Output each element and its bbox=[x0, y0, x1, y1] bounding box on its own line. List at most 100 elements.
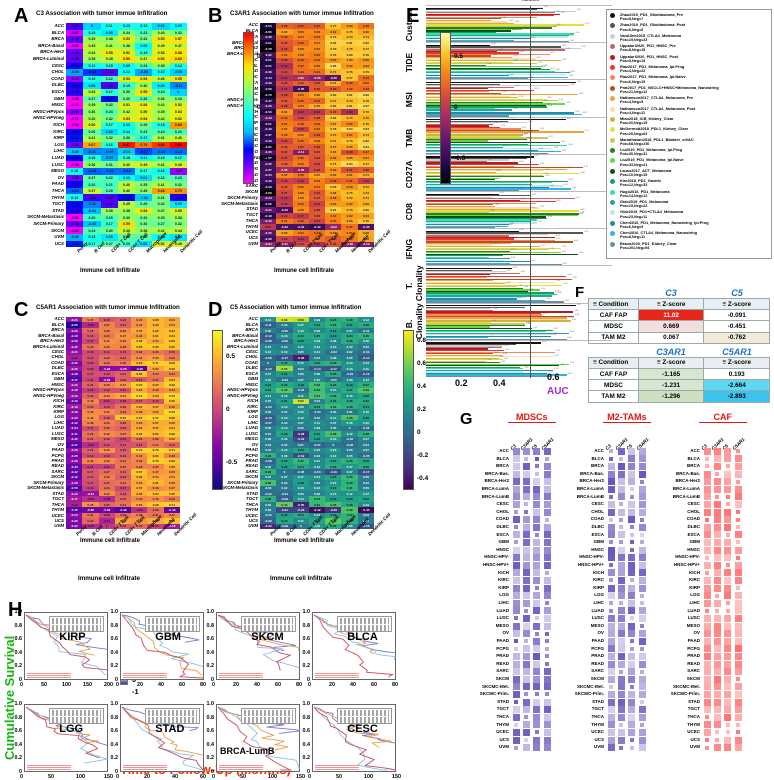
forest-bar-value: 0.67 bbox=[577, 80, 582, 83]
heatmap-cell: 0.79 bbox=[357, 51, 375, 58]
forest-bar bbox=[426, 372, 548, 375]
heatmap-cell: 0.17 bbox=[135, 135, 153, 142]
heatmap-cell: -0.11 bbox=[98, 518, 115, 524]
g-heatmap-cell bbox=[617, 728, 625, 736]
forest-bar-value: 0.63 bbox=[567, 274, 572, 277]
heatmap-cell: -0.61 bbox=[260, 40, 277, 46]
g-heatmap-cell bbox=[533, 592, 541, 600]
heatmap-cell: 0.24 bbox=[308, 404, 326, 410]
g-heatmap-cell bbox=[617, 485, 625, 493]
g-cell-swatch bbox=[629, 487, 634, 492]
heatmap-cell: 0.10 bbox=[276, 393, 293, 399]
km-plot-box bbox=[120, 704, 204, 772]
heatmap-cell: 0.52 bbox=[357, 80, 375, 87]
heatmap-cell: 0.33 bbox=[341, 474, 358, 481]
km-xtick: 40 bbox=[172, 774, 178, 780]
heatmap-cell: 0.52 bbox=[117, 49, 136, 56]
heatmap-cell: 0.60 bbox=[131, 474, 148, 481]
forest-bar-value: 0.53 bbox=[539, 148, 544, 151]
heatmap-cell: 0.30 bbox=[117, 135, 136, 142]
heatmap-cell: 0.24 bbox=[114, 469, 132, 475]
colorbar-tick: -0.5 bbox=[226, 459, 238, 467]
heatmap-cell: 0.24 bbox=[276, 69, 293, 75]
g-heatmap-cell bbox=[638, 683, 646, 691]
heatmap-row-label: ESCA bbox=[245, 370, 258, 376]
g-cell-swatch bbox=[628, 592, 636, 600]
g-cell-swatch bbox=[607, 614, 615, 622]
legend-item: Liu2019_PD1_Melanoma_Ipi.Naive Pos=33,Neg… bbox=[609, 157, 769, 167]
forest-bar bbox=[426, 247, 562, 249]
heatmap-cell: 0.47 bbox=[83, 187, 101, 195]
g-heatmap-cell bbox=[617, 592, 625, 600]
g-heatmap-cell bbox=[533, 599, 541, 607]
heatmap-cell: 0.39 bbox=[276, 161, 293, 167]
heatmap-cell: -0.23 bbox=[66, 491, 83, 497]
forest-bar bbox=[426, 219, 538, 221]
heatmap-row-label: HNSC-HPVneg bbox=[33, 392, 64, 398]
forest-bar-value: 0.56 bbox=[547, 329, 552, 332]
heatmap-cell: 0.19 bbox=[292, 480, 309, 486]
g-cell-swatch bbox=[628, 675, 636, 683]
g-row-label: BLCA bbox=[591, 455, 605, 461]
heatmap-cell: 0.33 bbox=[308, 207, 326, 213]
g-cell-swatch bbox=[724, 508, 732, 516]
heatmap-cell: 0.36 bbox=[276, 184, 293, 190]
g-heatmap-cell bbox=[713, 471, 721, 477]
heatmap-cell: -0.51 bbox=[66, 29, 84, 37]
g-cell-swatch bbox=[724, 485, 732, 493]
heatmap-cell: 0.66 bbox=[308, 92, 326, 98]
heatmap-row-label: THYM bbox=[51, 507, 64, 513]
g-heatmap-cell bbox=[533, 576, 541, 584]
g-cell-swatch bbox=[534, 464, 539, 469]
heatmap-cell: 0.37 bbox=[308, 393, 326, 399]
forest-bar bbox=[426, 371, 524, 373]
heatmap-cell: 0.21 bbox=[82, 447, 99, 453]
heatmap-cell: -0.26 bbox=[66, 82, 84, 89]
forest-bar-value: 0.42 bbox=[509, 222, 514, 225]
heatmap-cell: 0.44 bbox=[131, 355, 148, 361]
g-cell-swatch bbox=[724, 478, 732, 486]
g-heatmap-cell bbox=[638, 630, 646, 638]
g-heatmap-cell bbox=[724, 630, 732, 638]
g-cell-swatch bbox=[607, 736, 615, 744]
g-heatmap-cell bbox=[512, 447, 520, 455]
g-row-label: UCS bbox=[690, 736, 700, 742]
heatmap-cell: 0.78 bbox=[357, 218, 375, 225]
g-heatmap-cell bbox=[533, 637, 541, 645]
forest-group-separator bbox=[426, 79, 612, 80]
f-top-header-c3: C3 bbox=[665, 288, 677, 298]
heatmap-cell: 0.47 bbox=[308, 230, 326, 236]
g-cell-swatch bbox=[713, 516, 721, 524]
g-cell-swatch bbox=[703, 546, 711, 554]
heatmap-cell: 0.29 bbox=[260, 469, 277, 475]
forest-bar bbox=[426, 149, 539, 151]
g-cell-swatch bbox=[533, 523, 541, 531]
g-cell-swatch bbox=[512, 493, 520, 501]
heatmap-cell: 0.65 bbox=[276, 28, 293, 35]
g-cell-swatch bbox=[522, 538, 530, 546]
heatmap-cell: 0.20 bbox=[341, 496, 358, 502]
heatmap-cell: 0.36 bbox=[308, 382, 326, 388]
heatmap-cell: 0.03 bbox=[357, 512, 375, 519]
g-heatmap-cell bbox=[724, 478, 732, 486]
g-row-label: TGCT bbox=[496, 706, 509, 712]
g-heatmap-cell bbox=[734, 736, 742, 744]
km-ytick: 0.4 bbox=[302, 649, 311, 656]
g-cell-swatch bbox=[713, 683, 721, 691]
heatmap-cell: 0.05 bbox=[292, 74, 309, 81]
heatmap-cell: 0.54 bbox=[292, 103, 309, 110]
heatmap-row-label: BRCA bbox=[51, 36, 64, 42]
g-heatmap-cell bbox=[533, 493, 541, 501]
g-row-label: UVM bbox=[499, 744, 509, 750]
g-cell-swatch bbox=[619, 745, 624, 750]
heatmap-cell: 0.65 bbox=[163, 518, 181, 524]
g-cell-swatch bbox=[609, 684, 614, 689]
heatmap-row-label: LUSC bbox=[52, 161, 64, 167]
heatmap-cell: 0.69 bbox=[163, 382, 181, 388]
heatmap-cell: 0.09 bbox=[152, 234, 170, 241]
heatmap-cell: 0.13 bbox=[147, 398, 164, 404]
g-row-label: GBM bbox=[593, 539, 605, 545]
g-cell-swatch bbox=[734, 485, 742, 493]
f-table-zscore-1: 11.02 bbox=[637, 309, 705, 322]
g-cell-swatch bbox=[628, 652, 636, 660]
